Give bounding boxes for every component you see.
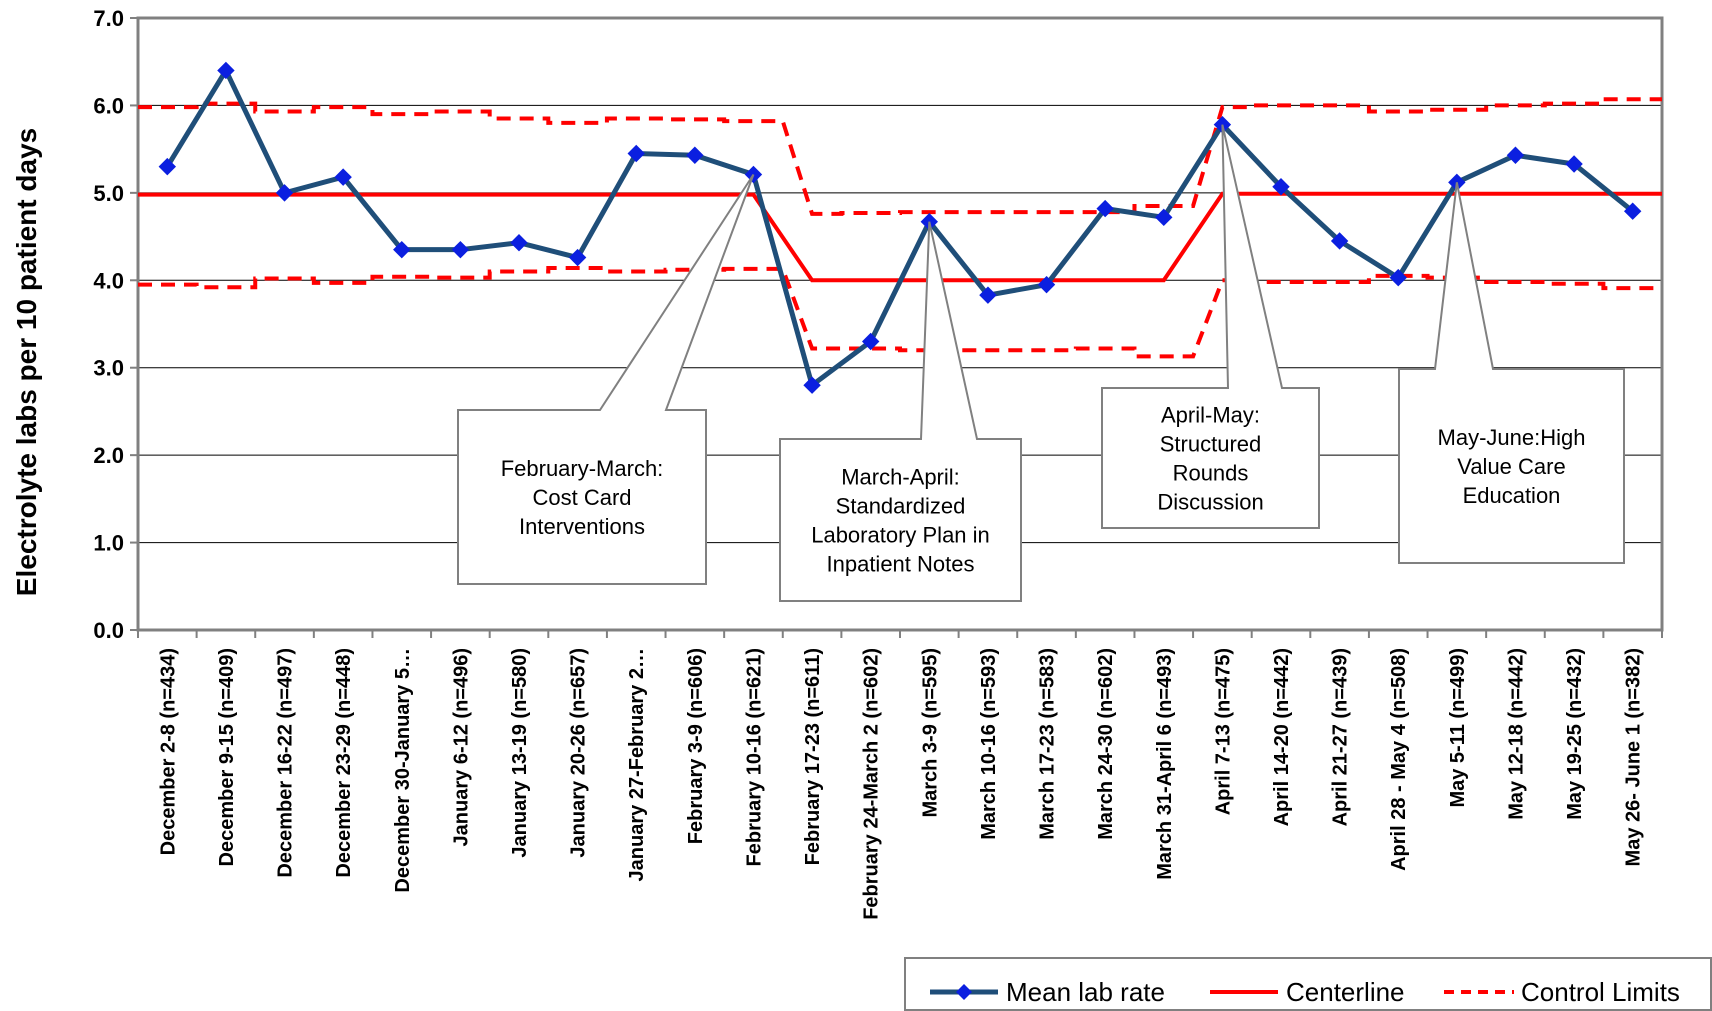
- legend: Mean lab rate Centerline Control Limits: [904, 957, 1712, 1011]
- legend-label-centerline: Centerline: [1286, 977, 1405, 1007]
- x-tick-label: March 10-16 (n=593): [978, 648, 1000, 840]
- annotation-callout-box: [1101, 124, 1320, 529]
- x-tick-label: May 12-18 (n=442): [1505, 648, 1527, 820]
- mean-lab-rate-point: [1565, 155, 1583, 173]
- x-tick-label: January 6-12 (n=496): [450, 648, 472, 846]
- annotation-text: Discussion: [1157, 490, 1263, 515]
- mean-lab-rate-point: [334, 168, 352, 186]
- annotation-text: Standardized: [836, 494, 966, 519]
- x-tick-label: March 24-30 (n=602): [1095, 648, 1117, 840]
- x-tick-label: December 16-22 (n=497): [275, 648, 297, 878]
- legend-label-mean: Mean lab rate: [1006, 977, 1165, 1007]
- y-tick-label: 3.0: [93, 356, 124, 381]
- annotation-text: Education: [1463, 483, 1561, 508]
- mean-lab-rate-point: [861, 332, 880, 351]
- x-tick-label: February 10-16 (n=621): [743, 648, 765, 866]
- legend-mean-marker: [956, 984, 972, 1000]
- series: [138, 61, 1662, 394]
- mean-lab-rate-point: [1330, 232, 1349, 250]
- lower-control-limit-line: [138, 266, 1662, 359]
- x-tick-label: December 30-January 5…: [392, 648, 414, 893]
- mean-lab-rate-point: [1389, 268, 1407, 287]
- y-tick-label: 4.0: [93, 268, 124, 293]
- annotation-text: Structured: [1160, 432, 1262, 457]
- annotation-callout-box: [457, 173, 755, 585]
- legend-box: [904, 957, 1712, 1011]
- x-tick-label: May 5-11 (n=499): [1447, 648, 1469, 808]
- y-axis-label: Electrolyte labs per 10 patient days: [11, 128, 42, 596]
- x-tick-label: April 7-13 (n=475): [1212, 648, 1234, 815]
- legend-label-control-limits: Control Limits: [1521, 977, 1680, 1007]
- y-tick-label: 7.0: [93, 6, 124, 31]
- x-tick-label: April 28 - May 4 (n=508): [1388, 648, 1410, 871]
- mean-lab-rate-point: [1096, 199, 1114, 218]
- annotation-text: March-April:: [841, 465, 960, 490]
- annotation-text: April-May:: [1161, 403, 1260, 428]
- annotation-callout-box: [1398, 182, 1625, 564]
- x-tick-label: February 17-23 (n=611): [802, 648, 824, 865]
- annotation-text: Cost Card: [532, 485, 631, 510]
- y-tick-label: 0.0: [93, 618, 124, 643]
- x-tick-label: January 13-19 (n=580): [509, 648, 531, 858]
- mean-lab-rate-point: [275, 184, 294, 202]
- annotation-text: May-June:High: [1438, 425, 1586, 450]
- mean-lab-rate-point: [1037, 275, 1056, 294]
- x-tick-label: March 3-9 (n=595): [919, 648, 941, 818]
- x-tick-label: February 24-March 2 (n=602): [861, 648, 883, 920]
- x-tick-label: March 17-23 (n=583): [1037, 648, 1059, 840]
- mean-lab-rate-point: [1272, 178, 1290, 196]
- upper-control-limit-line: [138, 97, 1662, 216]
- mean-lab-rate-point: [217, 61, 235, 80]
- x-tick-label: May 26- June 1 (n=382): [1623, 648, 1645, 866]
- mean-lab-rate-point: [393, 240, 411, 259]
- mean-lab-rate-point: [979, 286, 997, 304]
- x-tick-label: April 21-27 (n=439): [1330, 648, 1352, 826]
- annotation-text: Inpatient Notes: [827, 552, 975, 577]
- mean-lab-rate-point: [686, 146, 704, 164]
- mean-lab-rate-point: [158, 157, 177, 176]
- x-tick-label: December 2-8 (n=434): [157, 648, 179, 855]
- annotation-text: Value Care: [1457, 454, 1565, 479]
- x-tick-label: February 3-9 (n=606): [685, 648, 707, 844]
- x-tick-label: December 23-29 (n=448): [333, 648, 355, 878]
- y-tick-label: 1.0: [93, 531, 124, 556]
- x-tick-label: January 20-26 (n=657): [568, 648, 590, 858]
- x-tick-label: January 27-February 2…: [626, 648, 648, 881]
- annotation-text: Interventions: [519, 514, 645, 539]
- annotation-callout-box: [779, 221, 1022, 602]
- x-tick-label: April 14-20 (n=442): [1271, 648, 1293, 826]
- annotation-text: Laboratory Plan in: [811, 523, 990, 548]
- annotation-text: Rounds: [1173, 461, 1249, 486]
- annotations: February-March: Cost Card Interventions Mar…: [457, 124, 1625, 602]
- x-tick-label: December 9-15 (n=409): [216, 648, 238, 866]
- mean-lab-rate-point: [510, 233, 528, 252]
- mean-lab-rate-line: [165, 65, 1635, 390]
- axes: 0.0 1.0 2.0 3.0 4.0 5.0 6.0 7.0 December 2-8 (n=…: [93, 6, 1663, 920]
- mean-lab-rate-point: [627, 144, 645, 163]
- mean-lab-rate-point: [803, 376, 821, 394]
- x-tick-label: March 31-April 6 (n=493): [1154, 648, 1176, 880]
- mean-lab-rate-point: [1506, 146, 1525, 164]
- annotation-text: February-March:: [501, 456, 664, 481]
- mean-lab-rate-point: [451, 240, 470, 259]
- y-tick-label: 6.0: [93, 93, 124, 118]
- mean-lab-rate-point: [568, 248, 587, 267]
- y-tick-label: 2.0: [93, 443, 124, 468]
- x-tick-label: May 19-25 (n=432): [1564, 648, 1586, 820]
- mean-lab-rate-point: [1623, 202, 1642, 220]
- mean-lab-rate-point: [1155, 208, 1173, 227]
- y-tick-label: 5.0: [93, 181, 124, 206]
